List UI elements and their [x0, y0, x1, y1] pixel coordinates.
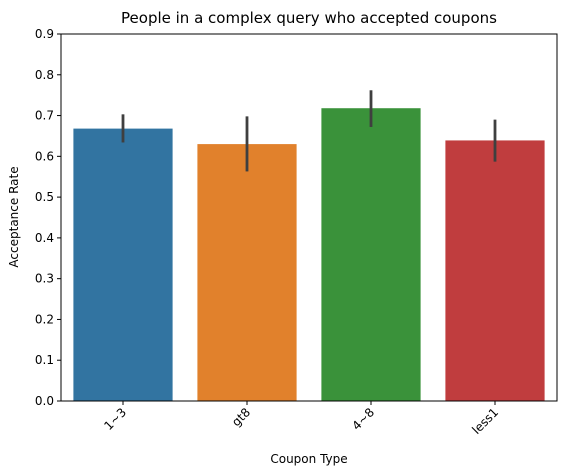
error-bars-group — [121, 90, 497, 172]
chart-title: People in a complex query who accepted c… — [121, 9, 497, 27]
y-tick-label: 0.2 — [35, 312, 54, 326]
y-axis: 0.0 0.1 0.2 0.3 0.4 0.5 0.6 0.7 0.8 0.9 — [35, 27, 61, 408]
y-tick-label: 0.6 — [35, 149, 54, 163]
x-axis: 1~3 gt8 4~8 less1 — [101, 401, 501, 437]
y-tick-label: 0.9 — [35, 27, 54, 41]
bar — [321, 108, 421, 402]
bar — [445, 140, 545, 401]
x-tick-label: 4~8 — [349, 405, 377, 433]
y-tick-label: 0.0 — [35, 394, 54, 408]
y-tick-label: 0.8 — [35, 68, 54, 82]
x-tick-label: gt8 — [229, 405, 253, 429]
bar — [73, 128, 173, 402]
y-tick-label: 0.3 — [35, 272, 54, 286]
y-tick-label: 0.4 — [35, 231, 54, 245]
x-tick-label: 1~3 — [101, 405, 129, 433]
bar — [197, 144, 297, 401]
plot-frame — [60, 33, 558, 402]
y-axis-title: Acceptance Rate — [7, 166, 21, 267]
bars-group — [73, 108, 545, 402]
y-tick-label: 0.7 — [35, 109, 54, 123]
x-tick-label: less1 — [469, 405, 501, 437]
y-tick-label: 0.1 — [35, 353, 54, 367]
x-axis-title: Coupon Type — [270, 452, 347, 466]
y-tick-label: 0.5 — [35, 190, 54, 204]
